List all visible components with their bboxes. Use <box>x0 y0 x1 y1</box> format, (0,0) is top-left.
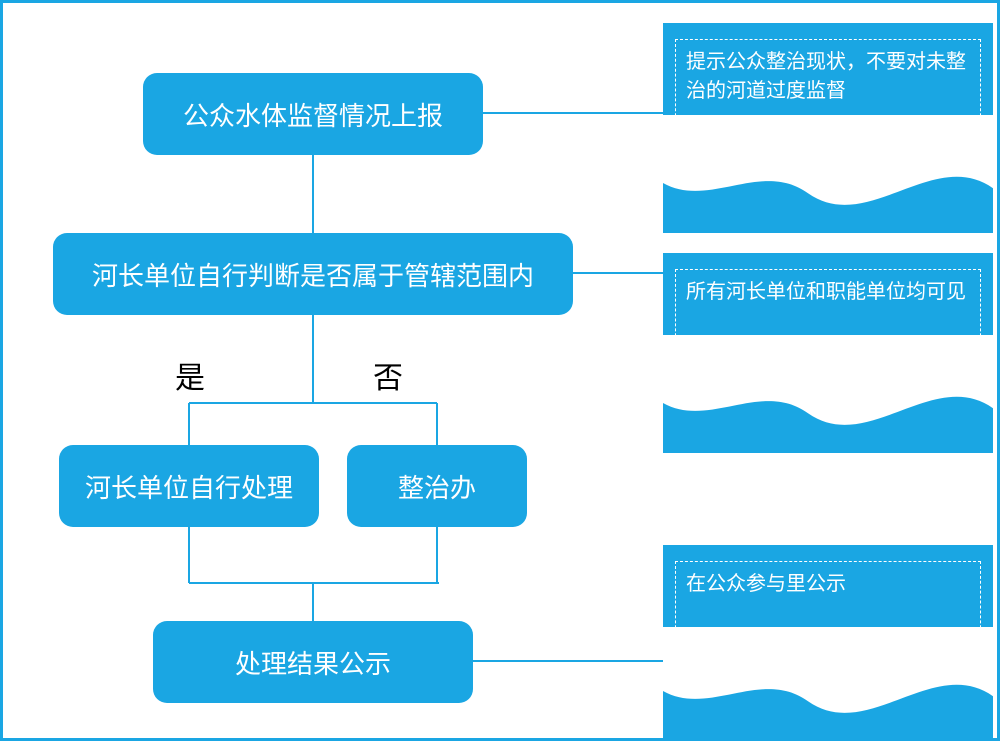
connector <box>473 660 663 662</box>
flow-node-n5: 处理结果公示 <box>153 621 473 703</box>
note-note1: 提示公众整治现状，不要对未整治的河道过度监督 <box>663 23 993 233</box>
flowchart-frame: 公众水体监督情况上报河长单位自行判断是否属于管辖范围内河长单位自行处理 整治办处理… <box>0 0 1000 741</box>
flow-node-label: 河长单位自行判断是否属于管辖范围内 <box>92 256 534 293</box>
connector <box>312 155 314 233</box>
note-wave <box>663 626 993 742</box>
flow-node-label: 整治办 <box>398 468 476 505</box>
decision-label-yes: 是 <box>175 353 205 397</box>
connector <box>436 403 438 445</box>
connector <box>312 583 314 621</box>
connector <box>312 315 314 403</box>
flow-node-n3: 河长单位自行处理 <box>59 445 319 527</box>
connector <box>573 272 663 274</box>
note-note3: 在公众参与里公示 <box>663 545 993 741</box>
connector <box>188 403 190 445</box>
decision-label-no: 否 <box>373 353 403 397</box>
connector <box>188 527 190 583</box>
connector <box>483 112 663 114</box>
flow-node-n1: 公众水体监督情况上报 <box>143 73 483 155</box>
flow-node-label: 处理结果公示 <box>235 644 391 681</box>
connector <box>189 402 437 404</box>
note-note2: 所有河长单位和职能单位均可见 <box>663 253 993 453</box>
flow-node-n2: 河长单位自行判断是否属于管辖范围内 <box>53 233 573 315</box>
connector <box>436 527 438 583</box>
note-wave <box>663 114 993 234</box>
flow-node-label: 河长单位自行处理 <box>85 468 293 505</box>
connector <box>189 582 439 584</box>
flow-node-n4: 整治办 <box>347 445 527 527</box>
flow-node-label: 公众水体监督情况上报 <box>183 96 443 133</box>
note-wave <box>663 334 993 454</box>
